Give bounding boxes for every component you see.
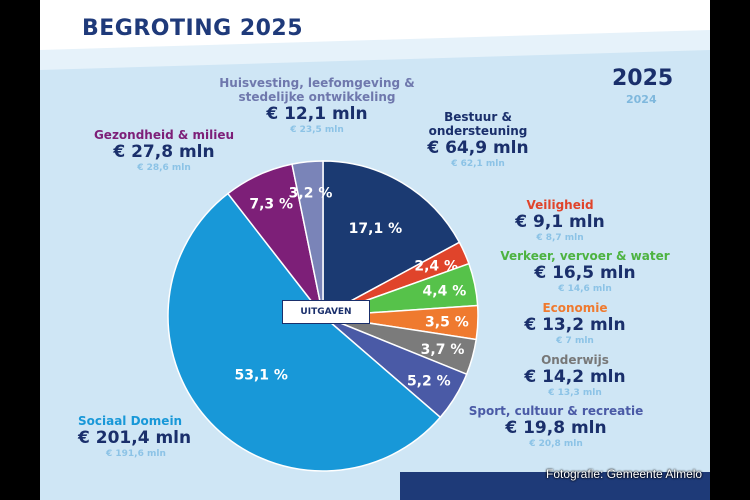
label-value-2024: € 62,1 mln — [451, 159, 505, 169]
label-value-2025: € 201,4 mln — [78, 428, 192, 448]
label-value-2024: € 28,6 mln — [137, 163, 191, 173]
pie-slice-8 — [291, 160, 324, 317]
label-value-2025: € 19,8 mln — [505, 418, 607, 438]
label-name: Sport, cultuur & recreatie — [468, 404, 644, 418]
legend-previous-year: 2024 — [626, 93, 657, 106]
label-huisvesting: Huisvesting, leefomgeving & stedelijke o… — [212, 76, 422, 136]
center-label: UITGAVEN — [282, 300, 370, 324]
label-name: Onderwijs — [541, 353, 609, 367]
label-onderwijs: Onderwijs € 14,2 mln € 13,3 mln — [510, 353, 640, 399]
pie-percent-label-7: 7,3 % — [249, 196, 293, 212]
label-bestuur: Bestuur & ondersteuning € 64,9 mln € 62,… — [418, 110, 538, 170]
label-name: Economie — [542, 301, 608, 315]
pie-percent-label-2: 4,4 % — [423, 284, 467, 300]
label-value-2025: € 13,2 mln — [524, 315, 626, 335]
legend-current-year: 2025 — [612, 66, 674, 91]
label-verkeer: Verkeer, vervoer & water € 16,5 mln € 14… — [490, 249, 680, 295]
page-title: BEGROTING 2025 — [82, 16, 304, 41]
label-name: Bestuur & ondersteuning — [428, 110, 528, 138]
label-name: Veiligheid — [526, 198, 594, 212]
label-veiligheid: Veiligheid € 9,1 mln € 8,7 mln — [500, 198, 620, 244]
pie-percent-label-3: 3,5 % — [425, 314, 469, 330]
label-value-2024: € 20,8 mln — [529, 439, 583, 449]
label-value-2025: € 64,9 mln — [427, 138, 529, 158]
label-value-2025: € 12,1 mln — [266, 104, 368, 124]
label-value-2025: € 27,8 mln — [113, 142, 215, 162]
label-value-2025: € 16,5 mln — [534, 263, 636, 283]
label-value-2024: € 14,6 mln — [558, 284, 612, 294]
label-value-2024: € 7 mln — [556, 336, 594, 346]
pie-percent-label-0: 17,1 % — [349, 221, 402, 237]
label-name: Gezondheid & milieu — [93, 128, 235, 142]
photo-credit: Fotografie: Gemeente Almelo — [546, 467, 703, 481]
label-name: Huisvesting, leefomgeving & stedelijke o… — [219, 76, 415, 104]
label-value-2025: € 9,1 mln — [515, 212, 605, 232]
pie-percent-label-8: 3,2 % — [289, 186, 333, 202]
label-name: Sociaal Domein — [78, 414, 183, 428]
pie-slice-0 — [322, 160, 461, 318]
label-economie: Economie € 13,2 mln € 7 mln — [510, 301, 640, 347]
label-gezondheid: Gezondheid & milieu € 27,8 mln € 28,6 ml… — [84, 128, 244, 174]
footer-band — [400, 472, 710, 500]
diagonal-accent — [40, 30, 710, 70]
label-sociaal-domein: Sociaal Domein € 201,4 mln € 191,6 mln — [78, 414, 238, 460]
pie-slice-6 — [167, 192, 442, 472]
label-name: Verkeer, vervoer & water — [500, 249, 670, 263]
label-sport: Sport, cultuur & recreatie € 19,8 mln € … — [458, 404, 654, 450]
label-value-2024: € 191,6 mln — [106, 449, 166, 459]
pie-percent-label-1: 2,4 % — [414, 259, 458, 275]
label-value-2024: € 13,3 mln — [548, 388, 602, 398]
pie-percent-label-6: 53,1 % — [234, 368, 287, 384]
pie-percent-label-5: 5,2 % — [407, 374, 451, 390]
label-value-2024: € 23,5 mln — [290, 125, 344, 135]
pie-percent-label-4: 3,7 % — [421, 342, 465, 358]
label-value-2025: € 14,2 mln — [524, 367, 626, 387]
label-value-2024: € 8,7 mln — [536, 233, 584, 243]
